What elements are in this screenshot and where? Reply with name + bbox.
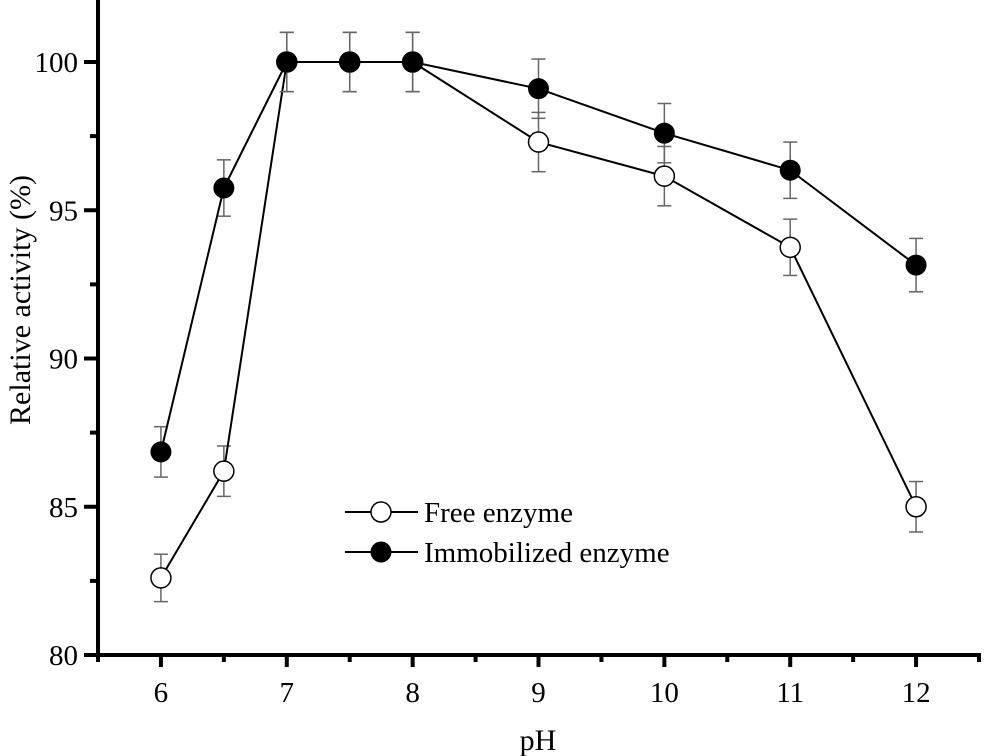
- data-point-filled-circle-icon: [150, 441, 172, 463]
- y-tick-label: 80: [49, 640, 78, 672]
- x-axis-label: pH: [520, 724, 557, 756]
- x-tick-label: 7: [280, 677, 295, 709]
- data-point-filled-circle-icon: [528, 78, 549, 100]
- x-tick-label: 10: [650, 677, 679, 709]
- legend: Free enzyme Immobilized enzyme: [345, 497, 670, 569]
- y-tick-label: 90: [49, 344, 78, 376]
- data-point-open-circle-icon: [779, 236, 801, 259]
- legend-immobilized-label: Immobilized enzyme: [424, 537, 670, 569]
- legend-free-marker-icon: [370, 501, 392, 523]
- data-point-filled-circle-icon: [402, 51, 424, 73]
- legend-immobilized-marker-icon: [370, 541, 392, 563]
- data-point-filled-circle-icon: [779, 159, 801, 181]
- data-point-filled-circle-icon: [905, 254, 927, 276]
- plot-area: [150, 31, 927, 603]
- series-immobilized-enzyme: [150, 31, 927, 478]
- axes: 6 7 8 9 10 11 12 80 85 90 95 100: [35, 0, 981, 709]
- x-tick-label: 12: [902, 677, 931, 709]
- x-tick-label: 9: [531, 677, 546, 709]
- data-point-open-circle-icon: [653, 165, 676, 187]
- data-point-open-circle-icon: [213, 460, 235, 482]
- legend-free-label: Free enzyme: [424, 497, 573, 529]
- x-tick-label: 8: [405, 677, 420, 709]
- data-point-filled-circle-icon: [213, 177, 235, 199]
- y-tick-label: 95: [49, 195, 78, 227]
- y-tick-label: 85: [49, 492, 78, 524]
- data-point-open-circle-icon: [150, 567, 172, 589]
- data-point-open-circle-icon: [905, 496, 927, 518]
- x-tick-label: 11: [776, 677, 804, 709]
- y-axis-label: Relative activity (%): [4, 175, 37, 425]
- data-point-open-circle-icon: [527, 131, 550, 153]
- data-point-filled-circle-icon: [339, 51, 361, 73]
- data-point-filled-circle-icon: [276, 51, 298, 73]
- y-tick-label: 100: [35, 47, 79, 79]
- x-tick-label: 6: [154, 677, 169, 709]
- data-point-filled-circle-icon: [653, 122, 675, 144]
